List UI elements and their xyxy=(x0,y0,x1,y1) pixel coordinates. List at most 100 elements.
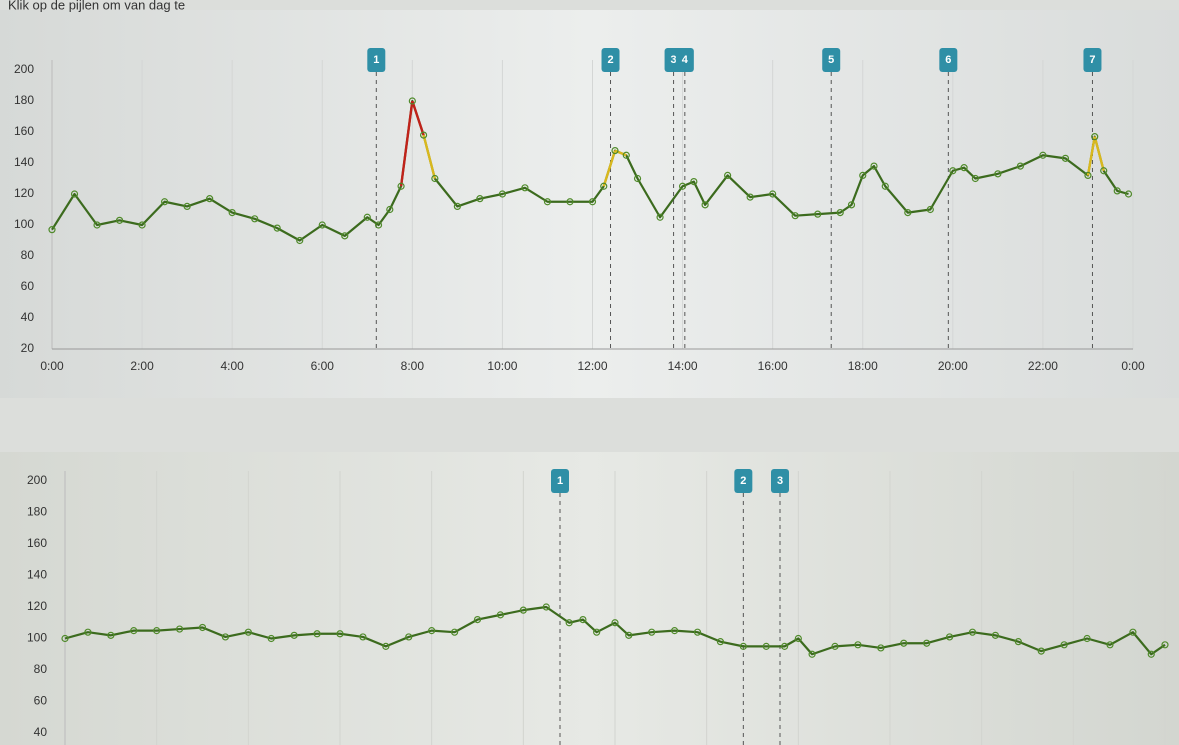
point xyxy=(1060,641,1068,649)
point xyxy=(716,638,725,646)
point xyxy=(386,205,394,214)
y-tick-label: 40 xyxy=(34,725,48,739)
point xyxy=(836,209,844,217)
x-tick-label: 12:00 xyxy=(577,359,607,373)
event-marker: 6 xyxy=(939,48,958,72)
event-box xyxy=(734,469,753,493)
point xyxy=(521,184,529,192)
point xyxy=(341,232,349,240)
point xyxy=(115,216,124,224)
point xyxy=(93,221,101,229)
y-tick-label: 80 xyxy=(34,662,48,676)
point xyxy=(419,131,428,139)
y-tick-label: 120 xyxy=(27,599,47,613)
line-segment xyxy=(1093,136,1105,172)
point xyxy=(519,606,527,614)
y-tick-label: 100 xyxy=(27,631,47,645)
point xyxy=(1124,190,1133,198)
x-tick-label: 4:00 xyxy=(220,359,244,373)
point xyxy=(161,198,169,206)
point xyxy=(960,164,968,172)
point xyxy=(175,625,184,633)
point xyxy=(739,642,747,650)
point xyxy=(854,641,862,649)
point xyxy=(881,182,889,190)
y-tick-label: 80 xyxy=(21,248,35,262)
event-box xyxy=(601,48,620,72)
y-tick-label: 200 xyxy=(14,62,34,76)
point xyxy=(1129,628,1137,636)
point xyxy=(633,174,642,183)
point xyxy=(244,628,252,636)
event-box xyxy=(771,469,789,493)
x-tick-label: 14:00 xyxy=(668,359,698,373)
point xyxy=(579,615,587,624)
point xyxy=(476,195,484,203)
point xyxy=(61,634,69,643)
point xyxy=(543,198,552,206)
y-tick-label: 60 xyxy=(34,694,48,708)
point xyxy=(746,193,754,201)
event-label: 7 xyxy=(1089,54,1095,66)
point xyxy=(847,201,856,209)
point xyxy=(945,633,954,641)
event-box xyxy=(822,48,841,72)
line-segment xyxy=(602,150,617,187)
x-tick-label: 0:00 xyxy=(40,359,64,373)
point xyxy=(290,631,298,639)
point xyxy=(542,603,550,611)
point xyxy=(153,627,161,635)
point xyxy=(408,97,416,105)
event-marker: 1 xyxy=(551,469,569,493)
event-box xyxy=(551,469,569,493)
point xyxy=(762,642,770,650)
line-segment xyxy=(422,134,437,179)
point xyxy=(374,221,383,229)
event-label: 2 xyxy=(607,54,613,66)
point xyxy=(588,198,597,206)
point xyxy=(70,190,79,198)
point xyxy=(611,147,619,155)
point xyxy=(593,628,601,636)
point xyxy=(600,182,608,190)
y-tick-label: 180 xyxy=(27,505,47,519)
point xyxy=(1061,154,1070,162)
point xyxy=(107,631,115,639)
point xyxy=(904,209,912,217)
point xyxy=(859,171,867,179)
point xyxy=(923,639,931,647)
point xyxy=(994,170,1002,178)
point xyxy=(670,627,679,635)
event-box xyxy=(367,48,386,72)
point xyxy=(794,634,802,643)
point xyxy=(1039,151,1047,159)
line-segment xyxy=(399,100,414,187)
y-tick-label: 60 xyxy=(21,279,35,293)
event-marker: 5 xyxy=(822,48,841,72)
point xyxy=(1113,187,1121,195)
point xyxy=(814,210,822,218)
point xyxy=(1083,634,1091,643)
point xyxy=(1091,133,1099,141)
point xyxy=(428,627,436,635)
point xyxy=(690,178,698,186)
point xyxy=(949,167,957,175)
event-marker: 2 xyxy=(601,48,620,72)
event-marker: 2 xyxy=(734,469,753,493)
line-segment xyxy=(614,149,627,157)
point xyxy=(870,162,878,170)
point xyxy=(769,190,777,198)
line-segment xyxy=(411,100,425,136)
point xyxy=(273,224,281,232)
x-tick-label: 2:00 xyxy=(130,359,154,373)
point xyxy=(498,190,507,198)
point xyxy=(1016,162,1024,170)
y-tick-label: 160 xyxy=(14,124,34,138)
point xyxy=(1037,647,1045,655)
point xyxy=(968,628,977,636)
y-tick-label: 40 xyxy=(21,310,35,324)
point xyxy=(625,631,633,639)
point xyxy=(971,174,979,183)
point xyxy=(1161,641,1169,649)
panel xyxy=(0,452,1179,745)
